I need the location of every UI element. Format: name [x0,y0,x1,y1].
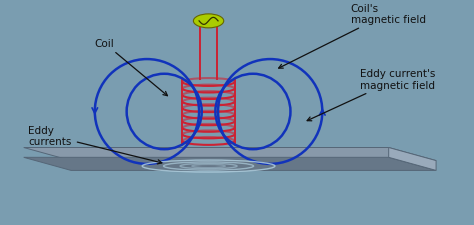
Polygon shape [24,148,436,161]
Text: Coil: Coil [94,39,167,96]
Text: Coil's
magnetic field: Coil's magnetic field [279,4,426,69]
Text: Eddy
currents: Eddy currents [28,125,162,164]
Polygon shape [24,158,436,171]
Circle shape [193,15,224,29]
Text: Eddy current's
magnetic field: Eddy current's magnetic field [307,69,436,121]
Polygon shape [389,148,436,171]
